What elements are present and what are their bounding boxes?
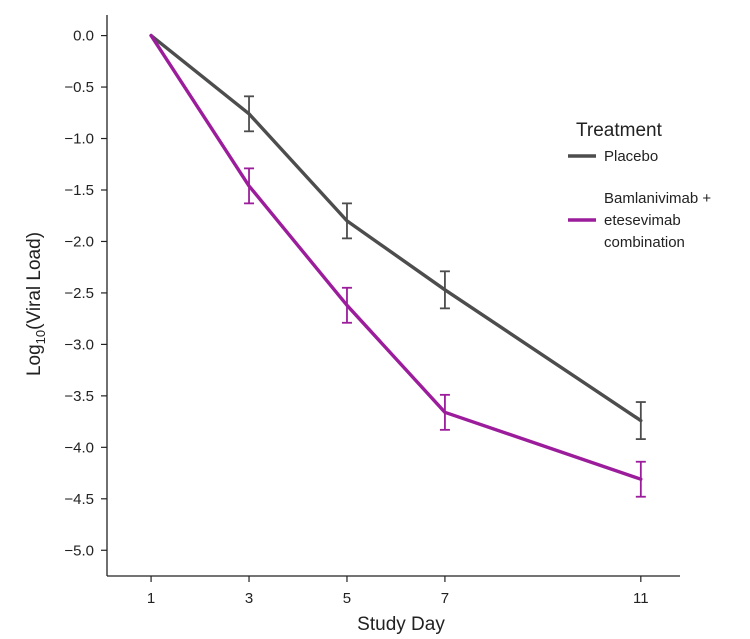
error-bar: [439, 393, 450, 431]
legend-entry-1: Bamlanivimab + etesevimab combination: [568, 190, 711, 251]
y-axis-title-subscript: 10: [33, 330, 48, 344]
series-1: [149, 33, 646, 498]
x-tick-label: 1: [147, 590, 155, 607]
error-bar: [341, 202, 352, 240]
y-tick-label: −3.5: [64, 388, 94, 405]
series-0: [149, 33, 646, 440]
x-tick-label: 5: [343, 590, 351, 607]
legend-entry-0: Placebo: [568, 148, 658, 165]
error-bar: [635, 401, 646, 440]
series-line: [149, 33, 643, 423]
plot-area: [149, 33, 646, 498]
x-tick-label: 11: [633, 590, 649, 607]
y-axis-title-rest: (Viral Load): [24, 232, 45, 330]
y-tick-label: −4.0: [64, 439, 94, 456]
y-axis-title-base: Log: [24, 344, 45, 376]
legend-label: Placebo: [604, 148, 658, 165]
y-tick-label: 0.0: [73, 28, 94, 45]
legend-label: etesevimab: [604, 212, 681, 229]
legend-label: combination: [604, 234, 685, 251]
error-bar: [244, 95, 255, 133]
error-bar: [635, 460, 646, 498]
y-tick-label: −5.0: [64, 542, 94, 559]
error-bar: [439, 270, 450, 310]
error-bar: [341, 286, 352, 324]
y-axis-title: Log10(Viral Load): [24, 232, 48, 376]
y-tick-label: −2.5: [64, 285, 94, 302]
error-bar: [244, 167, 255, 205]
y-tick-label: −2.0: [64, 233, 94, 250]
y-tick-label: −0.5: [64, 79, 94, 96]
legend-label: Bamlanivimab +: [604, 190, 711, 207]
legend: Treatment Placebo Bamlanivimab + etesevima…: [568, 120, 711, 251]
y-tick-label: −3.0: [64, 336, 94, 353]
x-axis-title: Study Day: [357, 614, 445, 635]
y-tick-label: −4.5: [64, 491, 94, 508]
axes: 0.0 −0.5 −1.0 −1.5 −2.0 −2.5 −3.0 −3.5 −4.0 −4.5 −…: [64, 15, 680, 607]
x-tick-label: 7: [441, 590, 449, 607]
legend-title: Treatment: [576, 120, 663, 141]
y-tick-label: −1.5: [64, 182, 94, 199]
x-tick-label: 3: [245, 590, 253, 607]
y-tick-label: −1.0: [64, 131, 94, 148]
